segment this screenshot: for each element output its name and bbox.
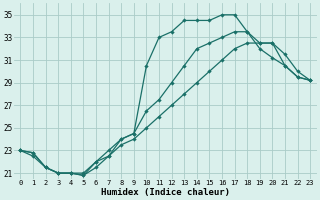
X-axis label: Humidex (Indice chaleur): Humidex (Indice chaleur) [101,188,230,197]
